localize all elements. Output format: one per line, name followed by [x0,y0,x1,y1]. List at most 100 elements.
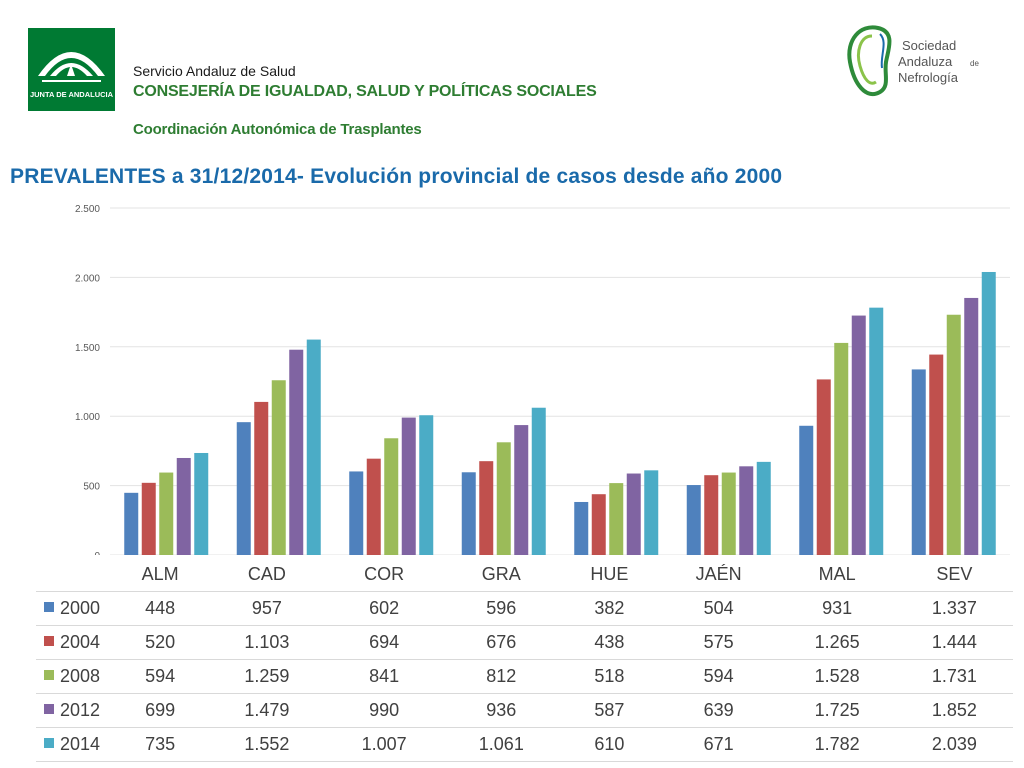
category-label: ALM [141,563,179,584]
table-cell: 1.528 [778,659,896,694]
bar-2000-cad [236,422,251,555]
table-cell: 594 [112,659,209,694]
table-cell: 438 [559,625,659,660]
legend-swatch [44,636,54,647]
legend-label: 2000 [60,598,101,618]
sane-logo-line-1: Sociedad [902,38,956,53]
y-tick-label: 1.500 [75,343,100,354]
bar-2008-alm [159,472,174,555]
legend-label: 2012 [60,700,101,720]
table-cell: 1.725 [778,693,896,728]
table-cell: 1.552 [208,727,326,762]
bar-2012-sev [964,297,979,555]
table-cell: 594 [658,659,779,694]
bar-2004-alm [141,482,156,555]
sociedad-andaluza-nefrologia-logo: Sociedad Andaluza de Nefrología [847,25,979,96]
table-corner-cell [36,557,112,592]
table-cell: 957 [208,591,326,626]
bar-2012-mal [851,315,866,555]
bar-2000-hue [574,501,589,555]
table-row: 2000 448 957 602 596 382 504 931 1.337 [36,591,1013,626]
bar-2000-gra [461,472,476,555]
bar-2004-cor [366,458,381,555]
bar-2004-sev [929,354,944,555]
legend-swatch [44,704,54,715]
chart-y-axis: 0 500 1.000 1.500 2.000 2.500 [75,204,100,555]
bar-2014-mal [869,307,884,555]
legend-swatch [44,738,54,749]
table-header-row: ALM CAD COR GRA HUE JAÉN MAL SEV [36,557,1013,592]
table-cell: 1.731 [895,659,1013,694]
header-consejeria: CONSEJERÍA DE IGUALDAD, SALUD Y POLÍTICA… [133,83,597,100]
header-coordinacion: Coordinación Autonómica de Trasplantes [133,121,422,138]
bar-2014-jaén [756,461,771,555]
header-service-name: Servicio Andaluz de Salud [133,63,296,79]
legend-swatch [44,602,54,613]
table-cell: 520 [112,625,209,660]
junta-logo-text: JUNTA DE ANDALUCIA [30,90,114,99]
table-cell: 382 [559,591,659,626]
table-cell: 518 [559,659,659,694]
y-tick-label: 2.000 [75,273,100,284]
legend-label: 2008 [60,666,101,686]
legend-entry: 2012 [36,693,112,728]
junta-de-andalucia-logo: JUNTA DE ANDALUCIA [28,28,115,111]
bar-2008-gra [496,442,511,555]
bar-2014-sev [981,271,996,555]
sane-logo-line-3: de [970,59,979,68]
table-cell: 931 [778,591,896,626]
category-label: SEV [936,563,973,584]
bar-2004-mal [816,379,831,555]
category-label: COR [364,563,405,584]
bar-2000-jaén [686,485,701,555]
table-row: 2014 735 1.552 1.007 1.061 610 671 1.782 2.039 [36,727,1013,762]
table-cell: 2.039 [895,727,1013,762]
table-cell: 610 [559,727,659,762]
category-label: HUE [590,563,629,584]
table-cell: 699 [112,693,209,728]
bar-2000-alm [124,492,139,555]
table-cell: 448 [112,591,209,626]
category-label: JAÉN [695,563,742,584]
bar-2000-cor [349,471,364,555]
bar-2012-jaén [739,466,754,555]
bar-2012-hue [626,473,641,555]
legend-entry: 2014 [36,727,112,762]
table-cell: 602 [325,591,443,626]
y-tick-label: 1.000 [75,412,100,423]
y-tick-label: 0 [94,551,100,555]
bar-2000-mal [799,425,814,555]
bar-2014-alm [194,452,209,555]
bar-2004-hue [591,494,606,555]
bar-2004-cad [254,401,269,555]
table-row: 2012 699 1.479 990 936 587 639 1.725 1.852 [36,693,1013,728]
table-cell: 1.103 [208,625,326,660]
y-tick-label: 500 [83,482,100,493]
bar-2014-gra [531,407,546,555]
category-label: CAD [247,563,286,584]
legend-label: 2004 [60,632,101,652]
sane-logo-line-4: Nefrología [898,70,959,85]
page-title: PREVALENTES a 31/12/2014- Evolución prov… [10,165,783,188]
bar-2000-sev [911,369,926,555]
bar-2012-cad [289,349,304,555]
table-row: 2008 594 1.259 841 812 518 594 1.528 1.731 [36,659,1013,694]
table-cell: 1.852 [895,693,1013,728]
table-cell: 936 [442,693,560,728]
table-cell: 694 [325,625,443,660]
table-cell: 990 [325,693,443,728]
table-cell: 1.259 [208,659,326,694]
legend-swatch [44,670,54,681]
bar-2012-gra [514,425,529,555]
category-label: GRA [481,563,521,584]
table-cell: 1.061 [442,727,560,762]
legend-entry: 2008 [36,659,112,694]
table-cell: 671 [658,727,779,762]
bar-2014-cad [306,339,321,555]
legend-entry: 2004 [36,625,112,660]
data-table: ALM CAD COR GRA HUE JAÉN MAL SEV 2000 448 957 602 59… [36,557,1013,762]
table-cell: 596 [442,591,560,626]
bar-2008-hue [609,483,624,555]
legend-entry: 2000 [36,591,112,626]
table-cell: 1.782 [778,727,896,762]
